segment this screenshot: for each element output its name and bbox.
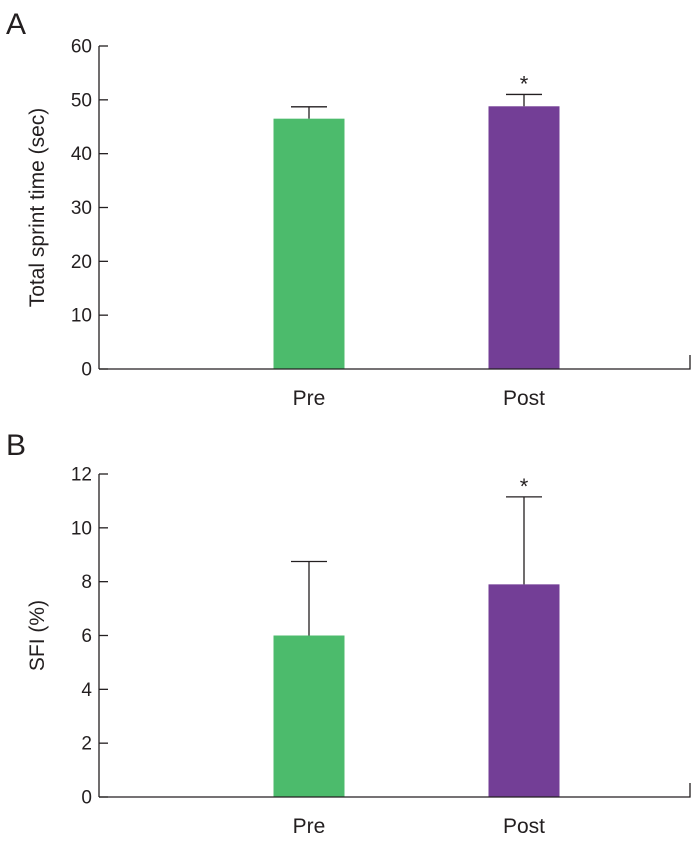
y-tick-label: 20 [71, 252, 92, 273]
y-tick-label: 40 [71, 144, 92, 165]
x-tick-label: Pre [293, 387, 326, 410]
significance-marker: * [520, 474, 529, 499]
y-tick-label: 12 [71, 465, 92, 486]
bar-post [488, 584, 560, 797]
bar-pre [273, 635, 345, 797]
error-bar-post [506, 496, 542, 585]
x-tick-label: Post [503, 815, 545, 838]
panel-label: A [6, 8, 26, 41]
y-axis-title: SFI (%) [26, 600, 49, 671]
error-bar-pre [291, 106, 327, 119]
x-tick-label: Post [503, 387, 545, 410]
panel-label: B [6, 429, 26, 462]
y-axis-title: Total sprint time (sec) [26, 108, 49, 308]
y-tick-label: 60 [71, 37, 92, 58]
y-tick-label: 0 [81, 788, 92, 809]
y-tick-label: 10 [71, 306, 92, 327]
y-tick-label: 8 [81, 572, 92, 593]
significance-marker: * [520, 71, 529, 96]
y-tick-label: 0 [81, 360, 92, 381]
y-tick-label: 2 [81, 734, 92, 755]
y-tick-label: 30 [71, 198, 92, 219]
error-bar-post [506, 93, 542, 107]
bar-post [488, 106, 560, 369]
x-axis-line [99, 783, 691, 798]
y-tick-label: 4 [81, 680, 92, 701]
x-tick-label: Pre [293, 815, 326, 838]
y-tick-label: 50 [71, 90, 92, 111]
x-axis-line [99, 355, 691, 370]
error-bar-pre [291, 560, 327, 636]
y-tick-label: 10 [71, 518, 92, 539]
bar-pre [273, 118, 345, 369]
y-tick-label: 6 [81, 626, 92, 647]
